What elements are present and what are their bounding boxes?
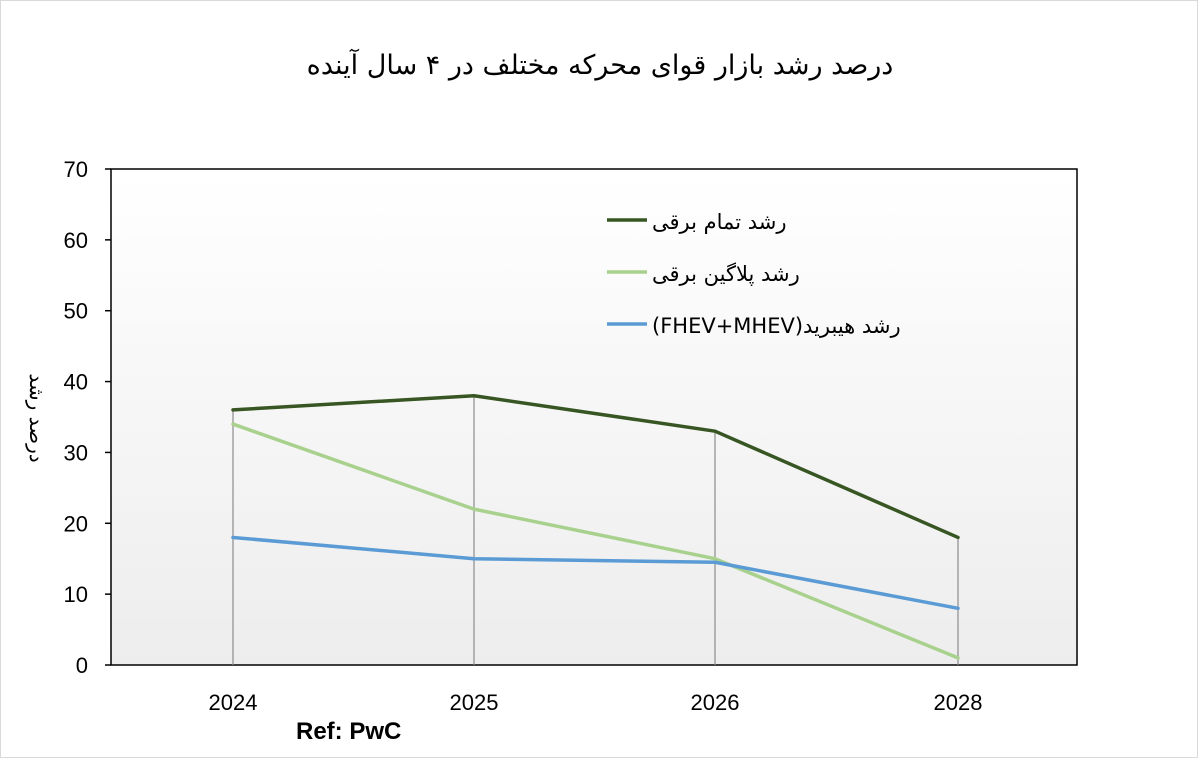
y-axis-label: درصد رشد [25, 373, 49, 462]
plot-area [110, 168, 1078, 666]
y-tick-label: 20 [64, 511, 88, 536]
legend-label: (FHEV+MHEV)رشد هیبرید [652, 314, 901, 338]
series-lines [231, 393, 960, 660]
y-tick-label: 70 [64, 157, 88, 182]
chart-title: درصد رشد بازار قوای محرکه مختلف در ۴ سال… [306, 50, 894, 81]
legend-label: رشد تمام برقی [652, 210, 786, 234]
x-tick-label: 2026 [691, 690, 740, 715]
x-axis-ticks: 2024 2025 2026 2028 [209, 690, 983, 715]
x-tick-label: 2025 [450, 690, 499, 715]
legend-label: رشد پلاگین برقی [652, 262, 800, 286]
series-line-0 [231, 393, 960, 540]
y-tick-label: 0 [76, 653, 88, 678]
series-line-2 [231, 535, 960, 611]
reference-note: Ref: PwC [296, 718, 402, 745]
series-line-1 [231, 422, 960, 660]
y-tick-label: 50 [64, 299, 88, 324]
y-tick-label: 10 [64, 582, 88, 607]
y-tick-label: 60 [64, 228, 88, 253]
y-tick-label: 40 [64, 370, 88, 395]
y-axis-ticks: 0 10 20 30 40 50 60 70 [64, 157, 111, 678]
y-tick-label: 30 [64, 440, 88, 465]
legend: رشد تمام برقی رشد پلاگین برقی (FHEV+MHEV)ر… [607, 210, 901, 338]
x-tick-label: 2028 [934, 690, 983, 715]
x-tick-label: 2024 [209, 690, 258, 715]
